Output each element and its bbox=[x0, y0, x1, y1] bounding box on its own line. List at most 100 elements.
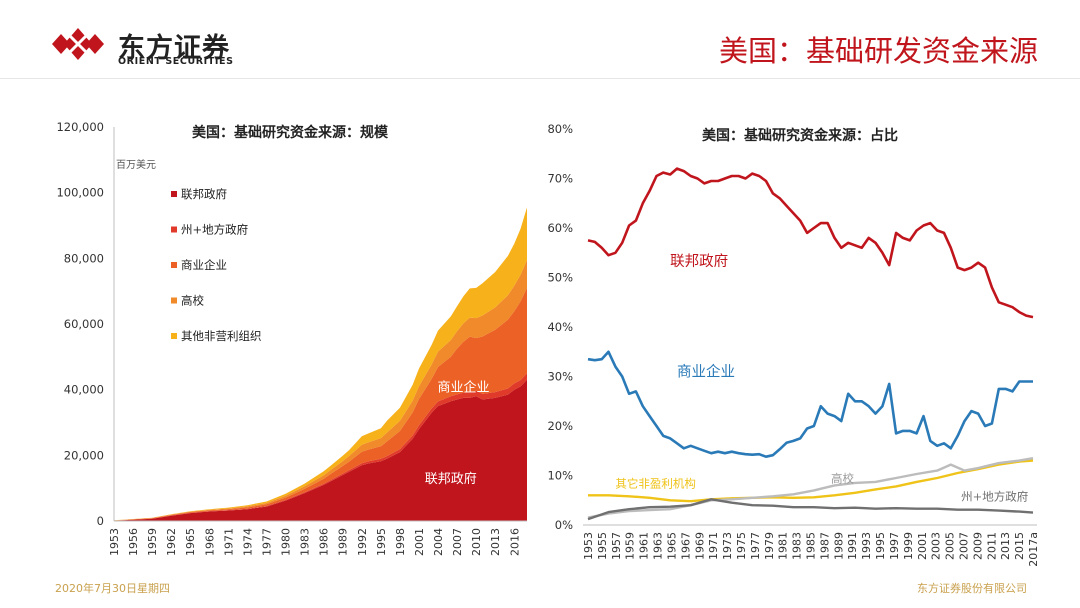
logo-text-en: ORIENT SECURITIES bbox=[118, 56, 234, 67]
left-xtick-label: 1956 bbox=[127, 528, 140, 556]
chart-right-title: 美国：基础研究资金来源：占比 bbox=[702, 127, 898, 144]
right-ytick-label: 40% bbox=[547, 320, 573, 334]
right-ytick-label: 10% bbox=[547, 469, 573, 483]
left-ytick-label: 40,000 bbox=[64, 383, 104, 397]
left-xtick-label: 1959 bbox=[146, 528, 159, 556]
legend-label: 其他非营利组织 bbox=[181, 329, 262, 343]
line-series-1 bbox=[587, 350, 1033, 458]
right-xtick-label: 1957 bbox=[610, 532, 623, 560]
right-ytick-label: 30% bbox=[547, 370, 573, 384]
right-xtick-label: 2005 bbox=[944, 532, 957, 560]
left-xtick-label: 1983 bbox=[299, 528, 312, 556]
right-xtick-label: 1967 bbox=[679, 532, 692, 560]
left-xtick-label: 1965 bbox=[184, 528, 197, 556]
series-label: 高校 bbox=[831, 471, 854, 485]
line-series-3 bbox=[587, 457, 1034, 519]
footer-date: 2020年7月30日星期四 bbox=[55, 582, 170, 595]
left-xtick-label: 1980 bbox=[280, 528, 293, 556]
series-label: 州+地方政府 bbox=[961, 489, 1028, 503]
left-annotation: 商业企业 bbox=[437, 379, 489, 395]
legend-label: 州+地方政府 bbox=[181, 223, 248, 237]
line-series-0 bbox=[587, 167, 1034, 319]
left-xtick-label: 1986 bbox=[318, 528, 331, 556]
right-xtick-label: 1953 bbox=[582, 532, 595, 560]
left-xtick-label: 2001 bbox=[413, 528, 426, 556]
right-ytick-label: 60% bbox=[547, 221, 573, 235]
right-xtick-label: 1973 bbox=[721, 532, 734, 560]
chart-left-title: 美国：基础研究资金来源：规模 bbox=[192, 124, 389, 141]
left-ytick-label: 80,000 bbox=[64, 251, 104, 265]
funding-scale-area-chart: 020,00040,00060,00080,000100,000120,000 … bbox=[56, 120, 527, 556]
right-xtick-label: 1955 bbox=[596, 532, 609, 560]
left-annotation: 联邦政府 bbox=[425, 472, 477, 487]
right-xtick-label: 1991 bbox=[846, 532, 859, 560]
right-ytick-label: 70% bbox=[547, 172, 573, 186]
left-xtick-label: 1995 bbox=[375, 528, 388, 556]
right-ytick-label: 20% bbox=[547, 419, 573, 433]
legend-swatch bbox=[171, 262, 177, 268]
funding-share-line-chart: 0%10%20%30%40%50%60%70%80% 1953 1955 1957 1… bbox=[547, 122, 1040, 567]
left-xtick-label: 1989 bbox=[337, 528, 350, 556]
right-xtick-label: 1969 bbox=[693, 532, 706, 560]
right-xtick-label: 2011 bbox=[985, 532, 998, 560]
legend-swatch bbox=[171, 333, 177, 339]
left-ytick-label: 0 bbox=[97, 514, 104, 528]
left-xtick-label: 1977 bbox=[260, 528, 273, 556]
right-xtick-label: 2001 bbox=[916, 532, 929, 560]
series-label: 商业企业 bbox=[677, 363, 735, 381]
page-title: 美国：基础研发资金来源 bbox=[718, 34, 1038, 68]
left-xtick-label: 1992 bbox=[356, 528, 369, 556]
left-xtick-label: 2013 bbox=[489, 528, 502, 556]
right-xtick-label: 1983 bbox=[791, 532, 804, 560]
right-xtick-label: 1959 bbox=[624, 532, 637, 560]
right-xtick-label: 1963 bbox=[652, 532, 665, 560]
left-xtick-label: 1953 bbox=[108, 528, 121, 556]
legend-label: 联邦政府 bbox=[181, 187, 227, 201]
right-xtick-label: 1981 bbox=[777, 532, 790, 560]
line-series-4 bbox=[587, 498, 1034, 521]
right-xtick-label: 1965 bbox=[665, 532, 678, 560]
header-divider bbox=[0, 78, 1080, 79]
legend-label: 商业企业 bbox=[181, 258, 227, 272]
area-layer-0 bbox=[114, 379, 527, 521]
legend-label: 高校 bbox=[181, 294, 204, 308]
right-xtick-label: 1985 bbox=[805, 532, 818, 560]
right-ytick-label: 0% bbox=[555, 518, 573, 532]
right-xtick-label: 1961 bbox=[638, 532, 651, 560]
left-ytick-label: 60,000 bbox=[64, 317, 104, 331]
right-xtick-label: 1975 bbox=[735, 532, 748, 560]
right-xtick-label: 1977 bbox=[749, 532, 762, 560]
right-xtick-label: 1999 bbox=[902, 532, 915, 560]
right-xtick-label: 2009 bbox=[971, 532, 984, 560]
right-xtick-label: 1993 bbox=[860, 532, 873, 560]
right-xtick-label: 2007 bbox=[957, 532, 970, 560]
left-xtick-label: 2016 bbox=[508, 528, 521, 556]
right-xtick-label: 1995 bbox=[874, 532, 887, 560]
legend-swatch bbox=[171, 297, 177, 304]
right-ytick-label: 50% bbox=[547, 271, 573, 285]
left-xtick-label: 1998 bbox=[394, 528, 407, 556]
chart-left-unit: 百万美元 bbox=[116, 158, 156, 171]
right-xtick-label: 1979 bbox=[763, 532, 776, 560]
left-xtick-label: 2007 bbox=[451, 528, 464, 556]
logo-text-cn: 东方证券 bbox=[118, 33, 230, 64]
legend-swatch bbox=[171, 226, 177, 233]
left-xtick-label: 2010 bbox=[470, 528, 483, 556]
legend-swatch bbox=[171, 191, 177, 197]
right-xtick-label: 2003 bbox=[930, 532, 943, 560]
footer-company: 东方证券股份有限公司 bbox=[917, 582, 1027, 595]
right-xtick-label: 2015 bbox=[1013, 532, 1026, 560]
left-xtick-label: 1974 bbox=[241, 528, 254, 556]
series-label: 联邦政府 bbox=[670, 253, 728, 270]
left-xtick-label: 1971 bbox=[222, 528, 235, 556]
right-xtick-label: 2017a bbox=[1027, 532, 1040, 567]
left-xtick-label: 1968 bbox=[203, 528, 216, 556]
right-xtick-label: 1987 bbox=[818, 532, 831, 560]
right-xtick-label: 1971 bbox=[707, 532, 720, 560]
orient-securities-logo-icon bbox=[52, 28, 104, 60]
right-xtick-label: 1989 bbox=[832, 532, 845, 560]
left-ytick-label: 120,000 bbox=[56, 120, 104, 134]
series-label: 其它非盈利机构 bbox=[615, 476, 696, 490]
left-ytick-label: 100,000 bbox=[56, 186, 104, 200]
right-xtick-label: 1997 bbox=[888, 532, 901, 560]
